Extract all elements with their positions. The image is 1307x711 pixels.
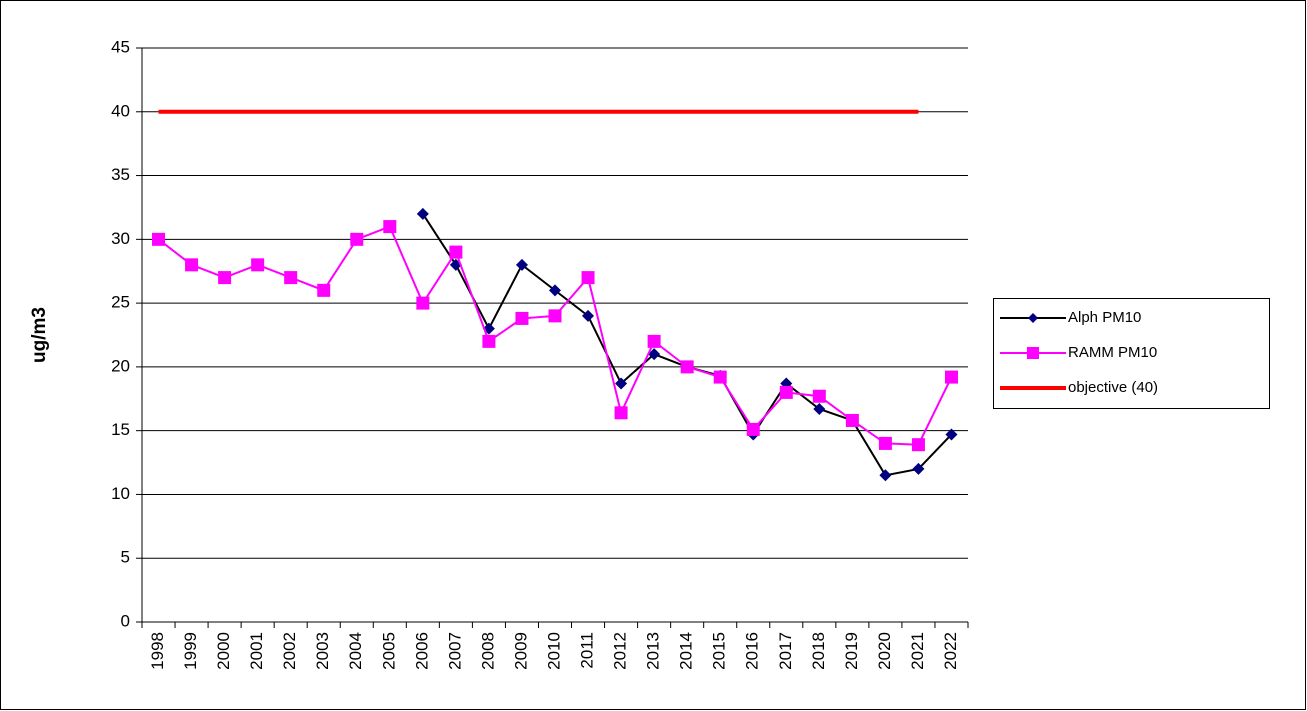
data-point: [945, 428, 958, 441]
data-point: [416, 207, 429, 220]
x-tick-label: 2014: [677, 632, 696, 670]
y-axis-label: ug/m3: [29, 307, 50, 363]
x-tick-label: 2010: [544, 632, 563, 670]
data-point: [251, 258, 265, 272]
x-tick-label: 2004: [346, 632, 365, 670]
y-tick-label: 0: [121, 611, 130, 630]
data-point: [549, 284, 561, 297]
data-point: [944, 370, 958, 384]
x-tick-label: 1999: [181, 632, 200, 670]
data-point: [449, 245, 463, 259]
y-tick-label: 10: [111, 484, 130, 503]
data-point: [218, 271, 232, 285]
x-tick-label: 2016: [743, 632, 762, 670]
data-point: [581, 271, 595, 285]
x-tick-label: 2022: [941, 632, 960, 670]
x-tick-label: 2005: [379, 632, 398, 670]
x-tick-label: 2011: [578, 632, 597, 669]
x-tick-label: 2021: [908, 632, 927, 670]
y-tick-label: 40: [111, 101, 130, 120]
x-tick-label: 1998: [148, 632, 167, 670]
data-point: [515, 258, 528, 271]
data-point: [350, 232, 364, 246]
y-tick-label: 15: [111, 420, 130, 439]
x-tick-label: 2007: [445, 632, 464, 670]
legend-label: objective (40): [1068, 379, 1158, 396]
data-point: [284, 271, 298, 285]
x-tick-label: 2003: [313, 632, 332, 670]
data-point: [746, 422, 760, 436]
data-point: [879, 469, 892, 482]
x-tick-label: 2020: [875, 632, 894, 670]
data-point: [383, 220, 397, 234]
y-tick-label: 30: [111, 229, 130, 248]
data-point: [912, 462, 925, 475]
x-tick-label: 2017: [776, 632, 795, 670]
legend-marker: [1027, 347, 1039, 359]
x-tick-label: 2012: [611, 632, 630, 670]
data-point: [812, 389, 826, 403]
y-tick-label: 35: [111, 165, 130, 184]
x-tick-label: 2009: [511, 632, 530, 670]
x-tick-label: 2006: [412, 632, 431, 670]
data-point: [515, 311, 529, 325]
x-tick-label: 2008: [478, 632, 497, 670]
data-point: [185, 258, 199, 272]
data-point: [317, 283, 331, 297]
data-point: [548, 309, 562, 323]
x-tick-label: 2001: [247, 632, 266, 670]
x-tick-label: 2013: [644, 632, 663, 670]
x-tick-label: 2000: [214, 632, 233, 670]
data-point: [615, 377, 628, 390]
data-point: [713, 370, 727, 384]
y-tick-label: 25: [111, 293, 130, 312]
legend-marker: [1028, 313, 1038, 323]
legend-label: RAMM PM10: [1068, 344, 1157, 361]
x-tick-label: 2019: [842, 632, 861, 670]
y-tick-label: 45: [111, 37, 130, 56]
data-point: [416, 296, 430, 310]
data-point: [582, 309, 595, 322]
x-tick-label: 2015: [710, 632, 729, 670]
data-point: [845, 413, 859, 427]
legend-label: Alph PM10: [1068, 309, 1141, 326]
data-point: [647, 334, 661, 348]
data-point: [911, 438, 925, 452]
x-tick-label: 2018: [809, 632, 828, 670]
y-tick-label: 20: [111, 356, 130, 375]
x-tick-label: 2002: [280, 632, 299, 670]
data-point: [680, 360, 694, 374]
data-point: [648, 348, 661, 361]
data-point: [614, 406, 628, 420]
data-point: [482, 334, 496, 348]
data-point: [878, 436, 892, 450]
y-tick-label: 5: [121, 548, 130, 567]
data-point: [779, 385, 793, 399]
data-point: [152, 232, 166, 246]
data-point: [813, 402, 826, 415]
